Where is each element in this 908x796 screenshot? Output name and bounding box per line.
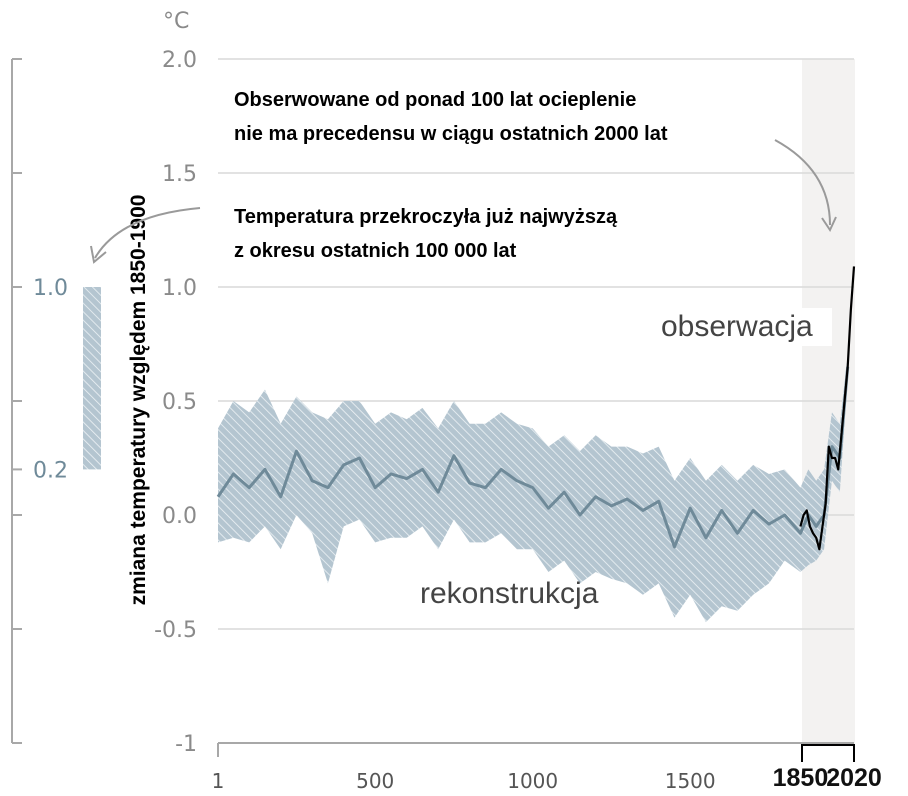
observation-label-bg — [660, 308, 832, 346]
y-axis-label: zmiana temperatury względem 1850-1900 — [127, 195, 150, 606]
y-tick-label: -0.5 — [154, 618, 197, 643]
arrow-head-observation — [821, 216, 837, 233]
observation-line — [799, 266, 856, 551]
arrow-head-inset — [90, 245, 107, 264]
annotation-line-4: z okresu ostatnich 100 000 lat — [234, 240, 517, 262]
x-tick-label: 500 — [356, 769, 394, 793]
inset-label-top: 1.0 — [33, 276, 68, 301]
x-tick-label: 1 — [212, 769, 225, 793]
inset-label-bottom: 0.2 — [33, 458, 68, 483]
annotation-line-1: Obserwowane od ponad 100 lat ocieplenie — [234, 89, 636, 111]
unit-label: °C — [163, 9, 189, 34]
y-tick-label: 1.5 — [162, 162, 197, 187]
annotation-line-2: nie ma precedensu w ciągu ostatnich 2000… — [234, 123, 668, 145]
y-tick-label: 0.5 — [162, 390, 197, 415]
y-tick-label: 0.0 — [162, 504, 197, 529]
inset-range-bar — [83, 287, 101, 470]
x-tick-label: 2020 — [826, 764, 882, 792]
x-tick-label: 1500 — [665, 769, 716, 793]
x-tick-label: 1850 — [773, 764, 829, 792]
arrow-to-inset-bar — [94, 207, 201, 259]
highlight-period-shading — [802, 59, 855, 745]
reconstruction-label: rekonstrukcja — [420, 577, 599, 610]
y-tick-label: -1 — [175, 732, 197, 757]
annotation-line-3: Temperatura przekroczyła już najwyższą — [234, 206, 618, 228]
y-tick-label: 1.0 — [162, 276, 197, 301]
x-tick-label: 1000 — [507, 769, 558, 793]
arrow-to-observation — [774, 139, 831, 226]
period-bracket — [801, 744, 855, 762]
observation-label: obserwacja — [661, 310, 813, 343]
reconstruction-line — [216, 366, 850, 549]
y-tick-label: 2.0 — [162, 48, 197, 73]
